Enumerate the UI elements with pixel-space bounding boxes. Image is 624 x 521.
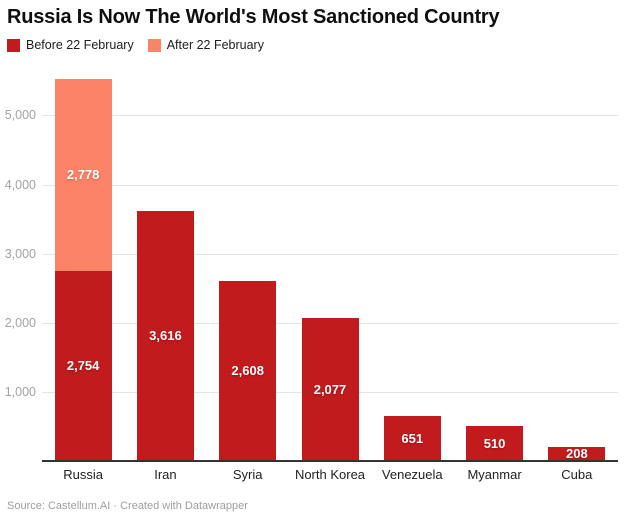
bar-value-label-north-korea-before-22-february: 2,077	[313, 381, 347, 397]
x-axis-category-label-cuba: Cuba	[561, 467, 593, 482]
legend-swatch-icon	[147, 38, 161, 52]
gridline-3,000	[42, 253, 618, 255]
chart-title: Russia Is Now The World's Most Sanctione…	[7, 6, 500, 28]
bar-segment-cuba-before-22-february	[548, 447, 606, 462]
y-axis-tick-label: 5,000	[4, 108, 36, 123]
bar-value-label-russia-after-22-february: 2,778	[66, 166, 100, 182]
x-axis-category-label-north-korea: North Korea	[294, 467, 366, 482]
x-axis-category-label-iran: Iran	[154, 467, 177, 482]
y-axis-tick-label: 2,000	[4, 316, 36, 330]
y-axis-tick-label: 1,000	[4, 385, 36, 400]
legend-item-after-22-february: After 22 February	[147, 38, 264, 52]
bar-value-label-cuba-before-22-february: 208	[565, 446, 588, 462]
legend-label: After 22 February	[166, 38, 264, 52]
legend-item-before-22-february: Before 22 February	[7, 38, 134, 52]
bar-value-label-russia-before-22-february: 2,754	[66, 358, 100, 374]
x-axis-category-label-myanmar: Myanmar	[467, 467, 522, 482]
bar-segment-north-korea-before-22-february	[301, 317, 359, 462]
bar-segment-myanmar-before-22-february	[466, 426, 524, 462]
bar-segment-syria-before-22-february	[219, 280, 277, 462]
bar-segment-russia-after-22-february	[54, 78, 112, 271]
x-axis-category-label-venezuela: Venezuela	[381, 467, 443, 482]
x-axis-category-label-syria: Syria	[232, 467, 263, 482]
bar-value-label-iran-before-22-february: 3,616	[149, 328, 182, 344]
bar-segment-venezuela-before-22-february	[383, 416, 441, 462]
bar-value-label-venezuela-before-22-february: 651	[401, 430, 424, 446]
legend-swatch-icon	[7, 38, 20, 52]
source-attribution: Source: Castellum.AI · Created with Data…	[7, 500, 248, 512]
bar-segment-iran-before-22-february	[136, 211, 194, 462]
gridline-4,000	[42, 184, 618, 186]
bar-segment-russia-before-22-february	[54, 270, 112, 462]
x-axis-category-label-russia: Russia	[63, 467, 104, 482]
bar-value-label-syria-before-22-february: 2,608	[231, 363, 264, 379]
bar-value-label-myanmar-before-22-february: 510	[483, 435, 506, 451]
gridline-5,000	[42, 115, 618, 117]
y-axis-tick-label: 4,000	[4, 177, 36, 192]
legend: Before 22 February After 22 February	[7, 38, 264, 52]
y-axis-tick-label: 3,000	[4, 246, 36, 261]
x-axis-line	[42, 460, 618, 463]
legend-label: Before 22 February	[26, 38, 134, 52]
